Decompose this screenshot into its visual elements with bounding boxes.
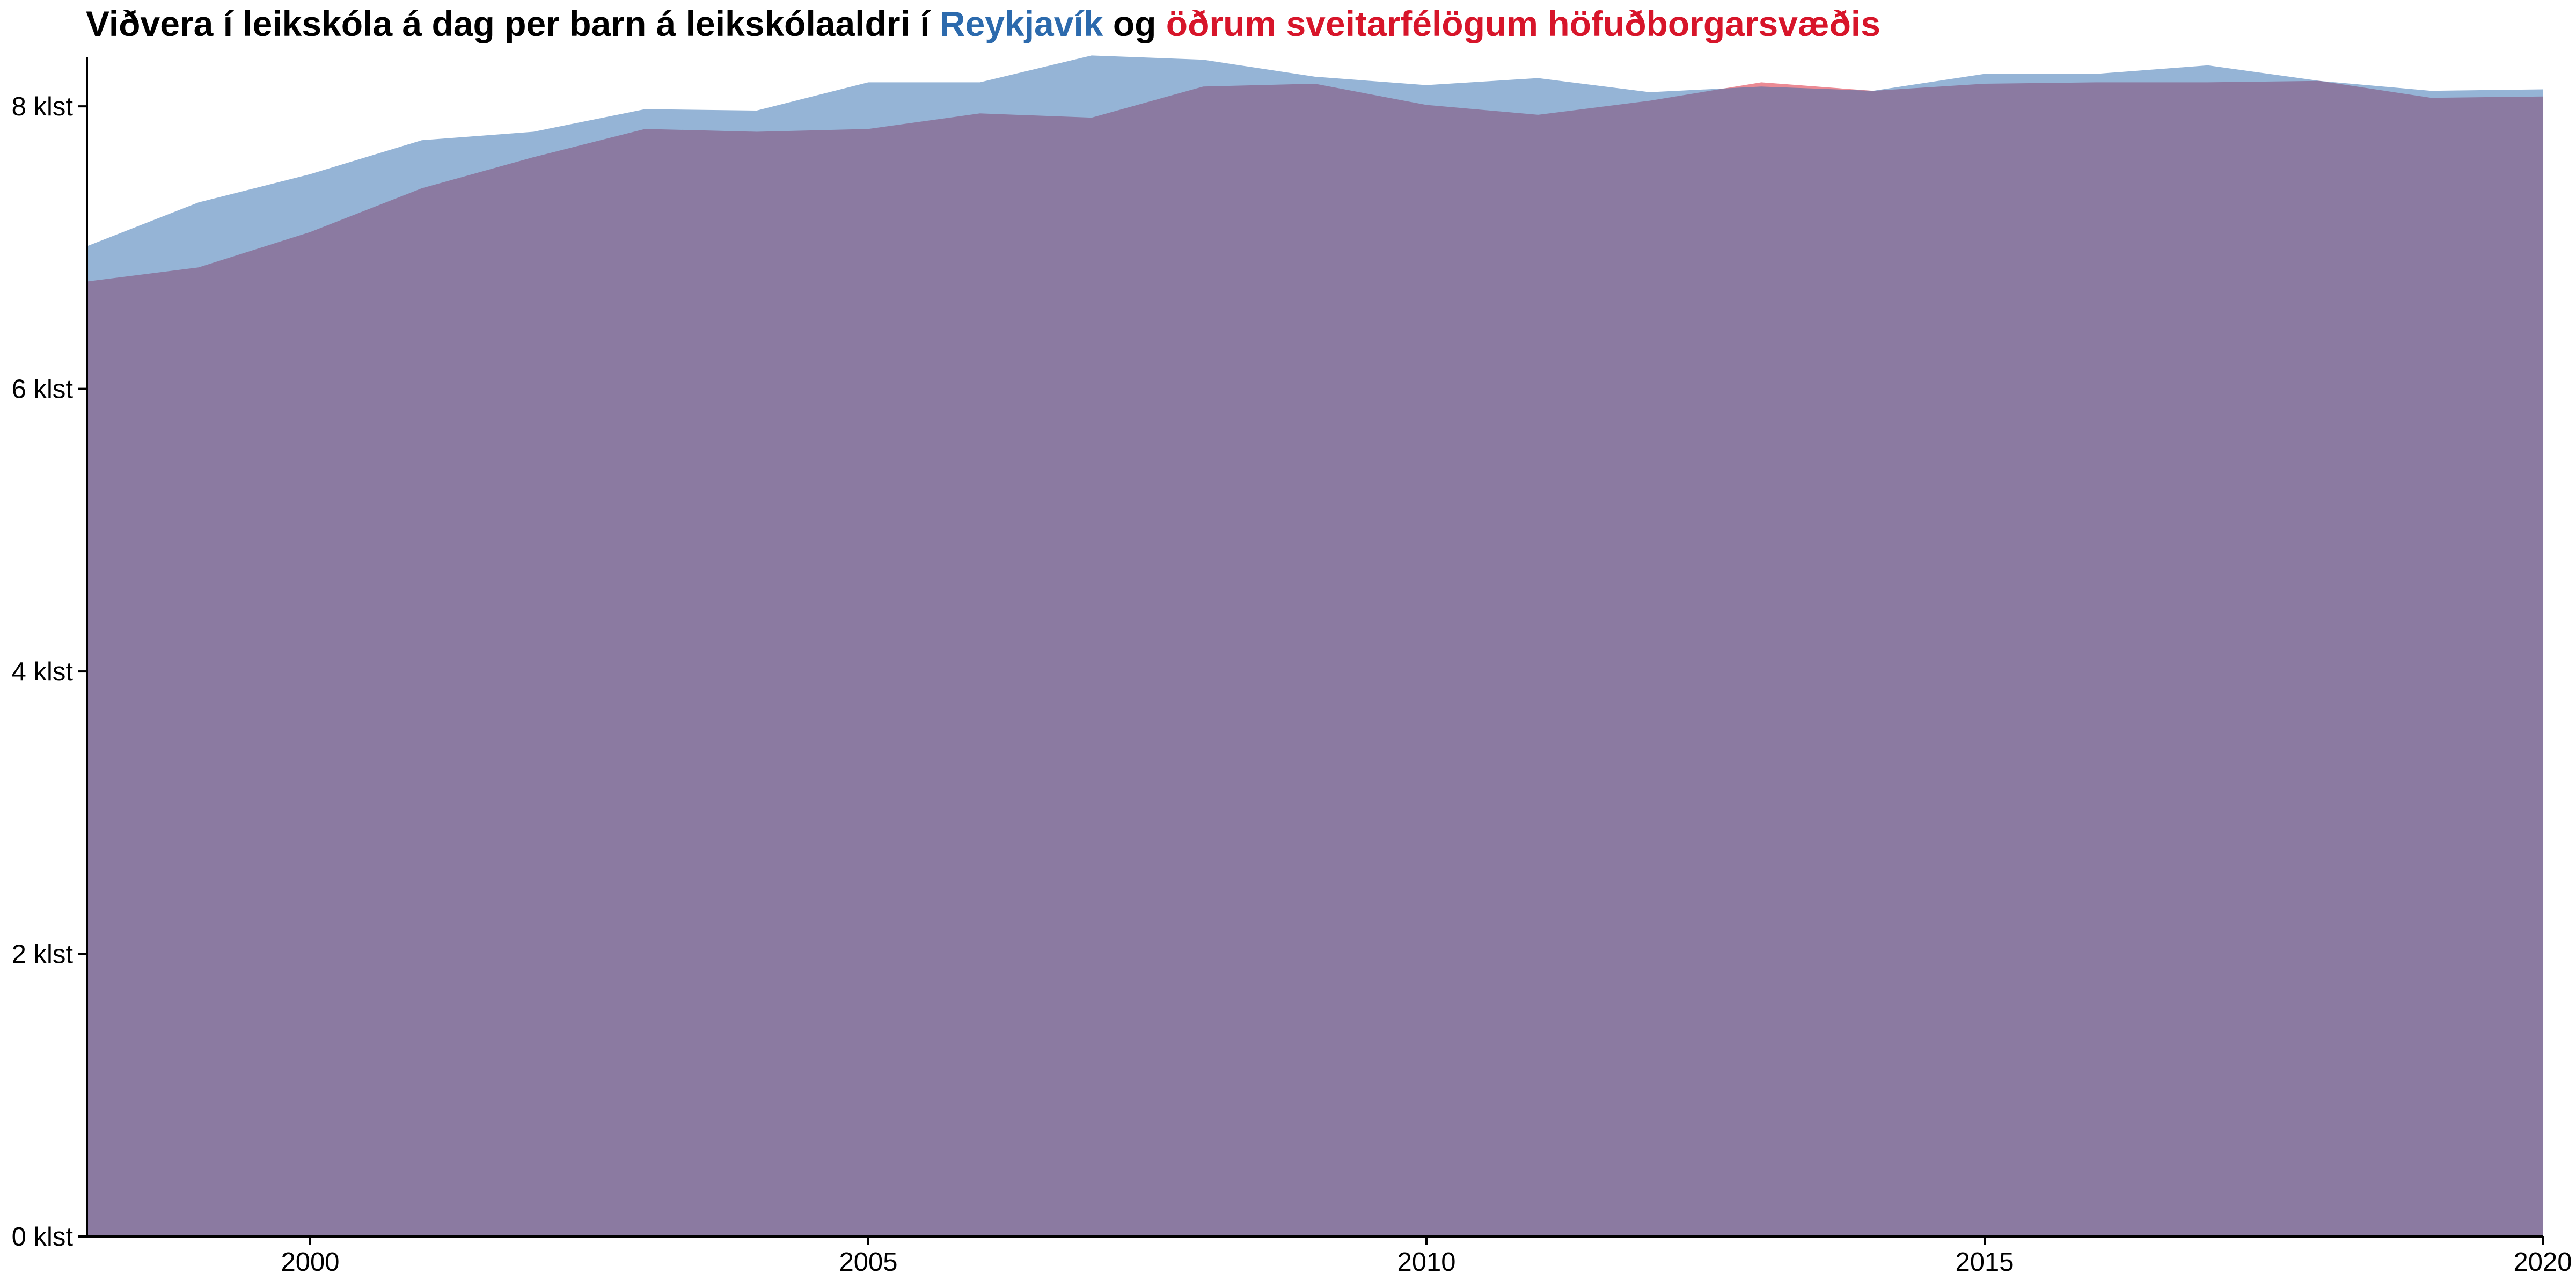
chart-title-part-3: og [1103, 4, 1166, 43]
y-tick-label: 8 klst [12, 92, 74, 121]
y-tick-label: 2 klst [12, 940, 74, 969]
x-tick-label: 2010 [1397, 1248, 1455, 1277]
x-tick-label: 2020 [2513, 1248, 2572, 1277]
area-series-2 [87, 55, 2543, 1237]
chart-title-reykjavik: Reykjavík [939, 4, 1103, 43]
chart-title-other-municipalities: öðrum sveitarfélögum höfuðborgarsvæðis [1166, 4, 1880, 43]
areas-layer [87, 55, 2543, 1237]
y-tick-label: 0 klst [12, 1223, 74, 1252]
x-tick-label: 2000 [281, 1248, 339, 1277]
chart-title: Viðvera í leikskóla á dag per barn á lei… [86, 3, 1880, 44]
axes-layer: 0 klst 2 klst 4 klst 6 klst 8 klst 2000 2005 20… [12, 57, 2572, 1277]
x-tick-label: 2005 [839, 1248, 897, 1277]
chart-title-part-1: Viðvera í leikskóla á dag per barn á lei… [86, 4, 940, 43]
y-tick-label: 4 klst [12, 657, 74, 686]
y-tick-label: 6 klst [12, 375, 74, 404]
x-tick-label: 2015 [1955, 1248, 2014, 1277]
